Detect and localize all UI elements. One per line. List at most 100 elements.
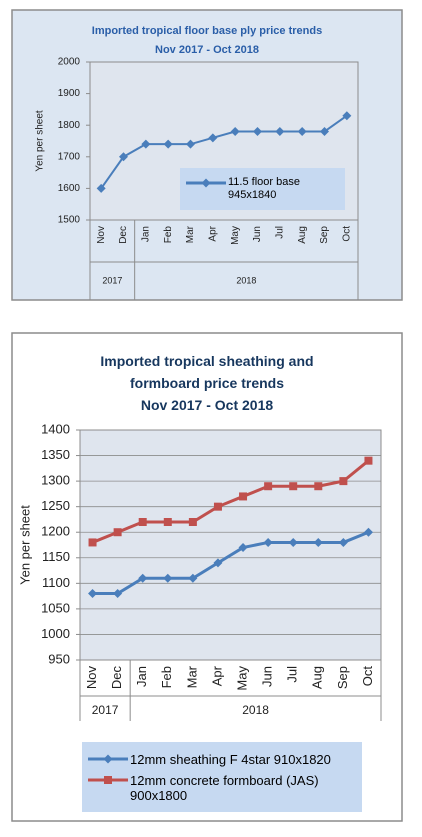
x-tick-label: Aug [310,666,325,689]
marker [208,133,218,143]
marker [138,518,147,526]
legend-swatch [88,775,128,784]
marker [314,482,323,491]
y-tick-label: 1600 [58,183,81,194]
marker [238,543,248,553]
marker [364,456,373,465]
marker [230,127,240,137]
x-tick-label: Jan [140,226,151,242]
y-tick-label: 1100 [42,575,70,590]
chart: 950 1000 1050 1100 1150 1200 1250 1300 1350 1400 Y… [11,332,403,822]
legend-marker [104,775,112,784]
marker [213,502,222,511]
y-tick-label: 1200 [41,524,70,539]
y-tick-label: 1900 [58,88,81,99]
chart-title: Imported tropical sheathing and formboar… [100,353,314,391]
legend-swatch [186,178,226,188]
chart-subtitle: Nov 2017 - Oct 2018 [140,397,274,413]
chart-title: Imported tropical floor base ply price t… [91,25,323,37]
y-axis-label: Yen per sheet [35,110,46,172]
marker [141,139,151,149]
x-tick-label: Jan [134,666,149,687]
legend-marker [201,178,211,188]
legend-entry: 12mm concrete formboard (JAS) 900x1800 [86,773,358,803]
x-tick-label: Jun [260,666,275,687]
y-tick-label: 1300 [41,473,70,488]
marker [342,111,352,121]
marker [313,537,323,547]
x-tick-label: Dec [109,666,124,690]
marker [188,573,198,583]
marker [320,127,329,137]
x-tick-label: Jul [274,226,285,239]
x-tick-label: Nov [84,666,99,690]
x-tick-label: Aug [297,226,308,244]
marker [363,527,373,537]
marker [338,537,348,547]
x-tick-label: Apr [209,665,224,686]
marker [288,537,298,547]
x-tick-label: Dec [118,226,129,244]
x-tick-label: Oct [341,226,352,242]
legend-marker [103,754,113,763]
chart-subtitle: Nov 2017 - Oct 2018 [155,44,259,56]
y-tick-label: 1700 [58,151,81,162]
marker [88,589,98,599]
marker [119,152,128,162]
y-tick-label: 950 [48,651,70,666]
y-axis-label: Yen per sheet [17,505,32,585]
x-tick-label: Feb [159,666,174,688]
x-tick-label: Sep [335,666,350,689]
x-tick-label: Jun [252,226,263,242]
x-tick-label: Feb [163,226,174,244]
x-tick-label: Mar [185,225,196,243]
marker [113,528,122,537]
legend: 11.5 floor base 945x1840 [180,168,345,210]
y-tick-label: 1150 [42,549,70,564]
marker [263,537,273,547]
y-tick-label: 1000 [41,626,70,641]
legend-swatch [88,754,128,763]
marker [289,482,298,491]
y-tick-label: 1350 [41,447,70,462]
marker [239,492,248,501]
y-tick-label: 1400 [41,421,70,436]
series-line [91,459,370,544]
marker [297,127,307,137]
x-tick-label: Apr [207,225,218,241]
x-group-label: 2018 [236,275,256,285]
legend-entry: 11.5 floor base 945x1840 [184,176,341,202]
x-group-label: 2018 [242,703,269,717]
legend-entry: 12mm sheathing F 4star 910x1820 [86,752,358,767]
marker [163,139,173,149]
marker [264,482,273,491]
x-group-label: 2017 [102,275,122,285]
x-tick-label: Oct [360,666,375,687]
y-tick-label: 1250 [41,498,70,513]
x-group-label: 2017 [92,703,119,717]
marker [253,127,262,137]
chart: 1500 1600 1700 1800 1900 2000 Yen per sheet Nov… [11,9,403,301]
y-tick-label: 2000 [58,57,81,68]
x-tick-label: Mar [184,665,199,688]
marker [188,518,197,526]
marker [275,127,285,137]
marker [186,139,195,149]
x-tick-label: Sep [319,226,330,244]
x-tick-label: Jul [285,666,300,683]
marker [113,589,123,599]
marker [163,573,173,583]
legend-label: 12mm sheathing F 4star 910x1820 [130,751,331,767]
legend-label: 11.5 floor base 945x1840 [228,176,300,201]
marker [339,477,348,486]
marker [213,558,223,568]
x-tick-label: May [234,666,249,691]
plot-area [79,429,382,661]
marker [138,573,148,583]
legend: 12mm sheathing F 4star 910x1820 12mm conc… [82,742,362,812]
marker [163,518,172,526]
x-tick-label: May [230,226,241,245]
y-tick-label: 1500 [58,215,81,226]
